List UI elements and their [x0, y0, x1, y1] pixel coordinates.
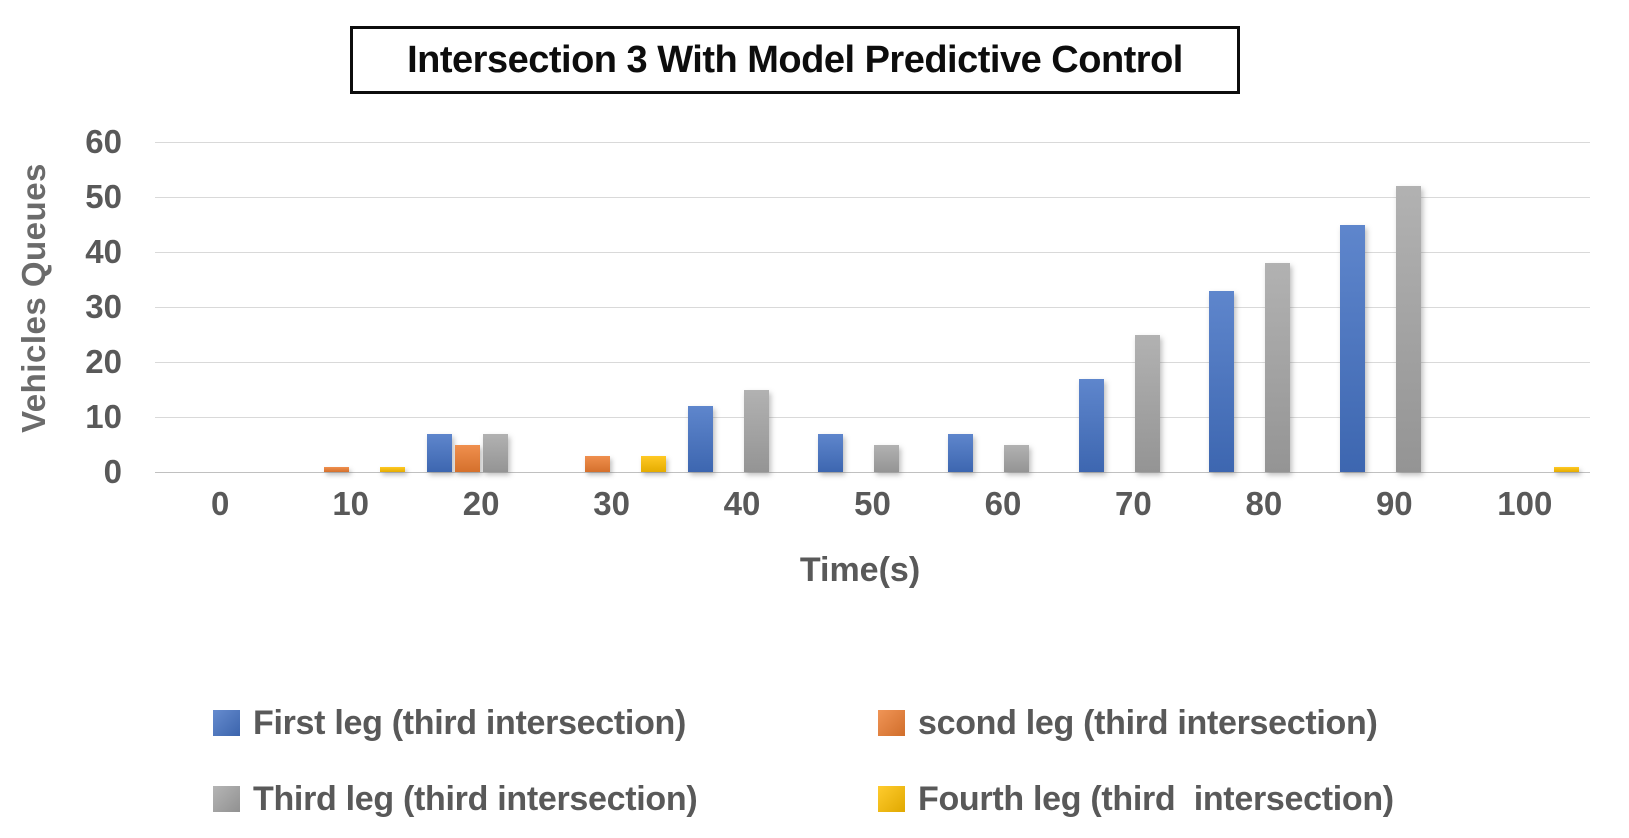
bar-fourth-leg-10	[380, 466, 406, 472]
bar-first-leg-90	[1339, 224, 1365, 472]
bar-third-leg-20	[482, 433, 508, 472]
bar-first-leg-60	[948, 433, 974, 472]
legend-label-first-leg: First leg (third intersection)	[253, 703, 687, 742]
x-tick-label-50: 50	[854, 485, 891, 522]
legend-item-scond-leg: scond leg (third intersection)	[878, 702, 1394, 744]
y-tick-label-10: 10	[85, 398, 122, 435]
gridline-y-60	[155, 141, 1590, 143]
bar-fourth-leg-30	[641, 455, 667, 472]
x-tick-label-90: 90	[1375, 485, 1413, 522]
x-tick-label-40: 40	[723, 485, 761, 522]
bar-first-leg-40	[687, 406, 713, 472]
bar-third-leg-60	[1004, 444, 1030, 472]
bar-first-leg-80	[1209, 290, 1235, 472]
bar-first-leg-20	[426, 433, 452, 472]
x-tick-label-0: 0	[211, 485, 230, 522]
bar-third-leg-50	[874, 444, 899, 472]
bar-third-leg-80	[1265, 263, 1291, 472]
x-axis-title: Time(s)	[799, 551, 921, 589]
x-tick-label-30: 30	[593, 485, 630, 522]
legend-label-scond-leg: scond leg (third intersection)	[918, 703, 1378, 742]
x-tick-label-10: 10	[332, 485, 370, 522]
bar-fourth-leg-100	[1554, 466, 1580, 472]
chart-title-text: Intersection 3 With Model Predictive Con…	[407, 38, 1183, 81]
legend-item-first-leg: First leg (third intersection)	[213, 702, 878, 744]
bar-third-leg-70	[1134, 334, 1160, 472]
bar-first-leg-50	[818, 433, 843, 472]
bar-third-leg-90	[1395, 186, 1421, 472]
legend-swatch-fourth-leg-icon	[878, 786, 905, 812]
legend-swatch-first-leg-icon	[213, 710, 240, 736]
y-tick-label-60: 60	[85, 123, 122, 160]
gridline-y-40	[155, 251, 1590, 253]
x-tick-label-70: 70	[1115, 485, 1152, 522]
bar-scond-leg-10	[324, 466, 350, 472]
bar-scond-leg-20	[454, 444, 480, 472]
legend-item-fourth-leg: Fourth leg (third intersection)	[878, 778, 1394, 820]
plot-area	[155, 141, 1590, 473]
gridline-y-20	[155, 361, 1590, 363]
y-tick-label-30: 30	[85, 288, 122, 325]
x-tick-label-100: 100	[1497, 485, 1553, 522]
chart-title: Intersection 3 With Model Predictive Con…	[350, 26, 1240, 94]
legend-label-fourth-leg: Fourth leg (third intersection)	[918, 779, 1394, 818]
y-tick-label-40: 40	[85, 233, 122, 270]
gridline-y-0	[155, 471, 1590, 473]
y-tick-label-20: 20	[85, 343, 122, 380]
x-tick-label-20: 20	[462, 485, 500, 522]
bar-scond-leg-30	[585, 455, 611, 472]
bar-first-leg-70	[1078, 378, 1104, 472]
legend-swatch-scond-leg-icon	[878, 710, 905, 736]
legend: First leg (third intersection) scond leg …	[213, 702, 1394, 820]
gridline-y-10	[155, 416, 1590, 418]
gridline-y-50	[155, 196, 1590, 198]
y-tick-label-0: 0	[103, 453, 122, 490]
y-tick-label-50: 50	[85, 178, 122, 215]
x-tick-label-60: 60	[984, 485, 1022, 522]
gridline-y-30	[155, 306, 1590, 308]
legend-label-third-leg: Third leg (third intersection)	[253, 779, 698, 818]
x-tick-label-80: 80	[1245, 485, 1283, 522]
bar-third-leg-40	[743, 389, 769, 472]
legend-item-third-leg: Third leg (third intersection)	[213, 778, 878, 820]
legend-swatch-third-leg-icon	[213, 786, 240, 812]
